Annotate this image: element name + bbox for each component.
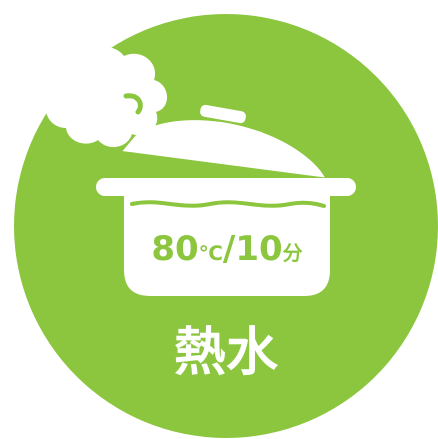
separator: / (223, 229, 236, 269)
caption-label: 熱水 (174, 323, 279, 383)
pot-lid (122, 120, 325, 178)
pot-body (124, 196, 330, 296)
pot-rim (96, 178, 356, 196)
time-unit: 分 (283, 241, 303, 265)
temperature-value: 80 (151, 229, 198, 269)
time-value: 10 (235, 229, 282, 269)
pot-label: 80℃/10分 (151, 229, 302, 269)
steam-icon (44, 46, 168, 148)
water-line (130, 200, 326, 208)
temperature-unit: ℃ (199, 241, 223, 265)
steam-detail (123, 93, 143, 115)
lid-knob (200, 104, 246, 124)
